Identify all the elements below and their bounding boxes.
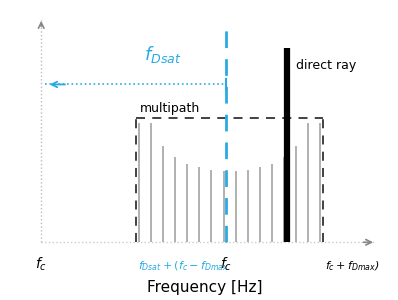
Text: $f_c+f_{Dmax}$): $f_c+f_{Dmax}$) — [325, 259, 379, 273]
Text: Frequency [Hz]: Frequency [Hz] — [147, 280, 263, 295]
Text: direct ray: direct ray — [296, 58, 356, 72]
Text: $f_{Dsat}$: $f_{Dsat}$ — [144, 44, 181, 65]
Text: $f_c$: $f_c$ — [220, 255, 232, 273]
Text: $f_c$: $f_c$ — [35, 255, 47, 273]
Text: multipath: multipath — [140, 102, 200, 115]
Text: $f_{Dsat}+(f_c-f_{Dmax}$: $f_{Dsat}+(f_c-f_{Dmax}$ — [138, 259, 229, 273]
